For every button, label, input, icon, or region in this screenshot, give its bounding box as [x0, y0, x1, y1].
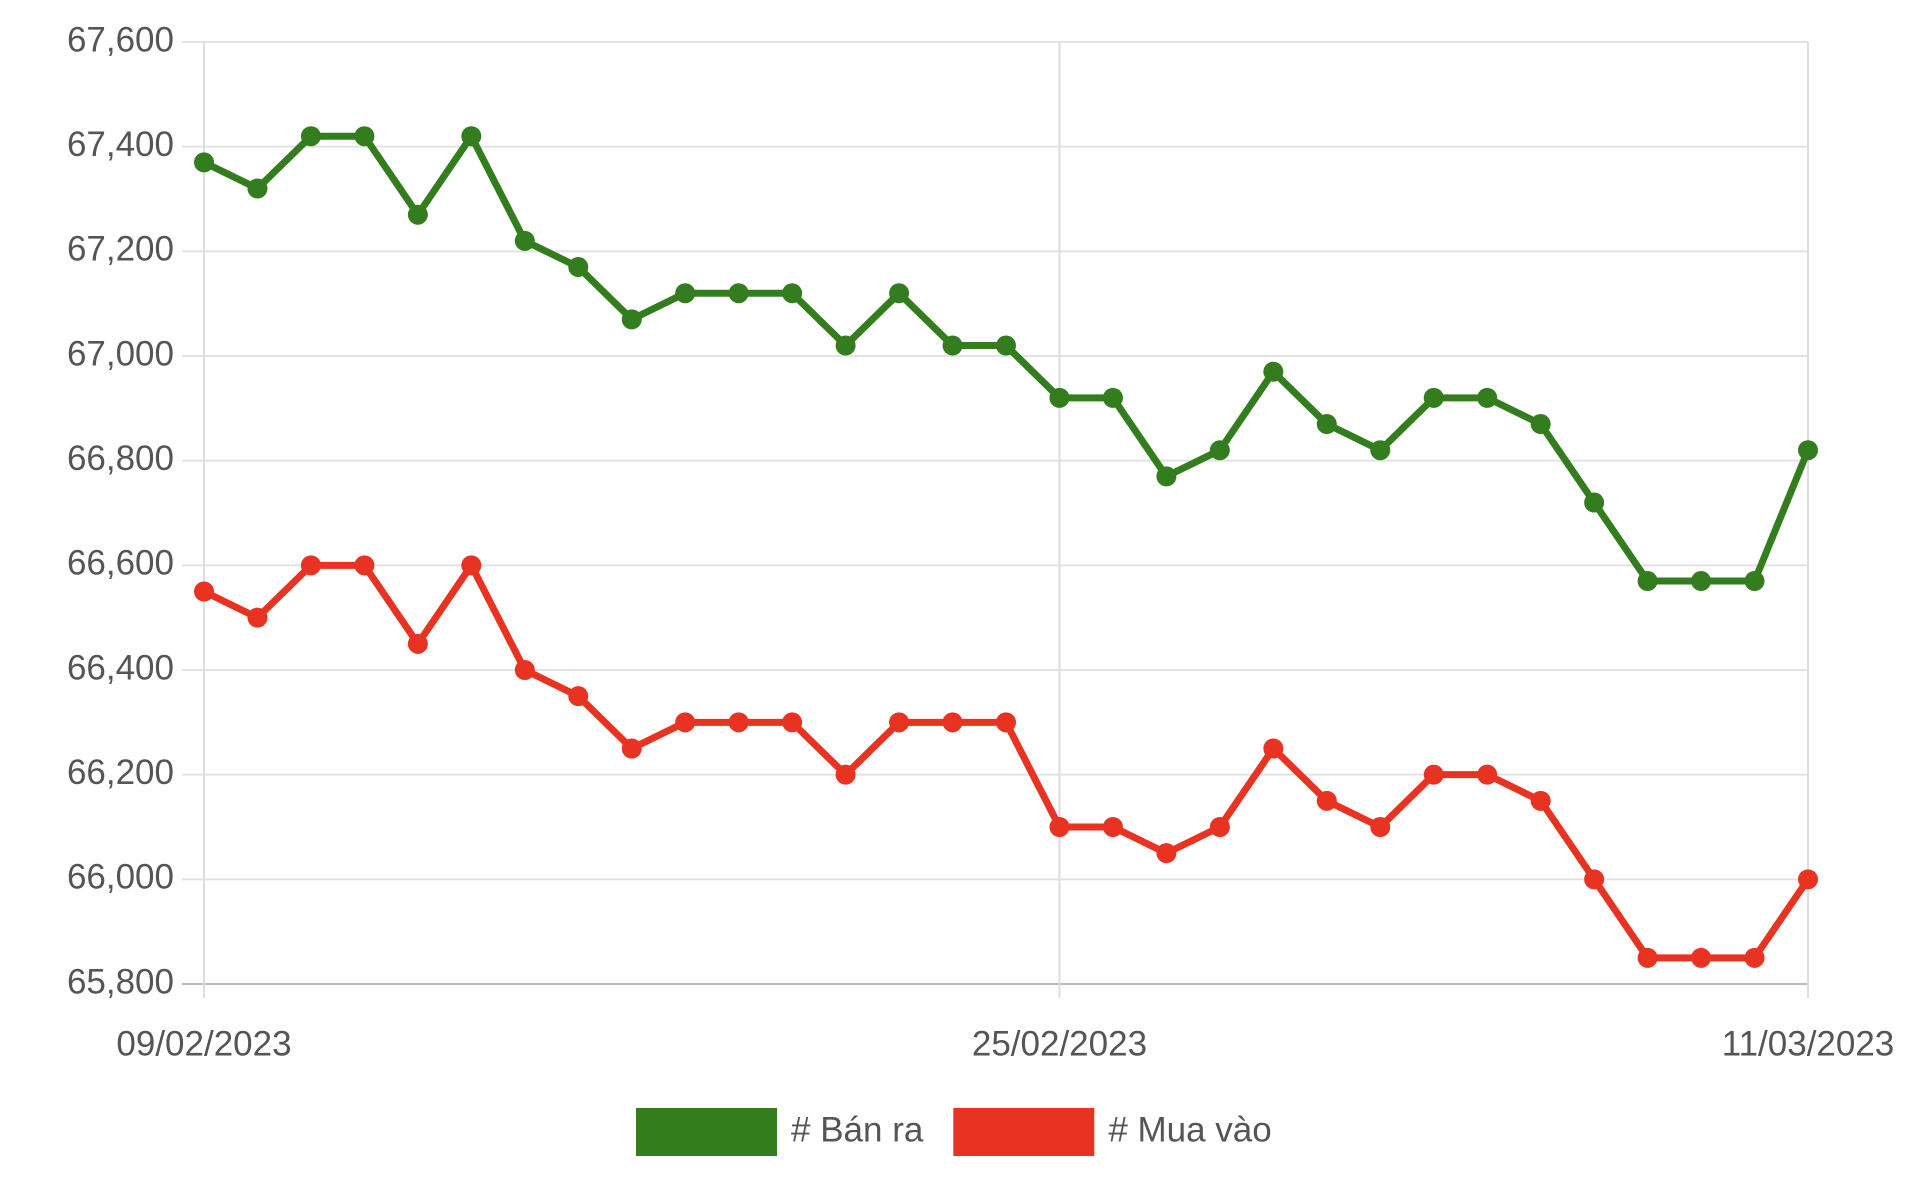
data-point: [461, 555, 482, 576]
data-point: [1263, 361, 1284, 382]
data-point: [1263, 738, 1284, 759]
data-point: [1049, 817, 1070, 837]
data-point: [194, 152, 214, 173]
data-point: [728, 283, 749, 304]
data-point: [889, 712, 910, 733]
data-point: [300, 555, 321, 576]
data-point: [782, 712, 803, 733]
y-tick-label: 67,000: [67, 334, 174, 373]
data-point: [728, 712, 749, 733]
data-point: [1209, 817, 1230, 837]
data-point: [407, 633, 428, 654]
data-point: [675, 283, 696, 304]
data-point: [354, 555, 375, 576]
data-point: [514, 230, 535, 251]
data-point: [1691, 947, 1712, 968]
data-point: [1530, 414, 1551, 435]
legend-label: # Mua vào: [1108, 1110, 1271, 1149]
data-point: [996, 335, 1016, 356]
data-point: [407, 204, 428, 225]
data-point: [942, 335, 963, 356]
series-line: [202, 132, 1812, 585]
data-point: [1477, 387, 1498, 408]
data-point: [1744, 571, 1765, 592]
data-point: [247, 178, 268, 199]
data-point: [1637, 571, 1658, 592]
data-point: [1370, 440, 1391, 461]
data-point: [835, 335, 856, 356]
data-point: [1744, 947, 1765, 968]
data-point: [247, 607, 268, 628]
x-tick-label: 25/02/2023: [972, 1024, 1147, 1063]
data-point: [514, 660, 535, 680]
y-tick-label: 66,200: [67, 753, 174, 792]
data-point: [1798, 869, 1818, 890]
data-point: [1370, 817, 1391, 837]
data-point: [354, 126, 375, 147]
data-point: [1102, 387, 1123, 408]
data-point: [1156, 843, 1177, 864]
data-point: [300, 126, 321, 147]
data-point: [1423, 387, 1444, 408]
data-point: [568, 686, 589, 707]
x-tick-label: 11/03/2023: [1722, 1024, 1895, 1063]
y-tick-label: 67,600: [67, 20, 174, 59]
legend-swatch: [953, 1108, 1095, 1156]
series-line: [202, 561, 1811, 962]
data-point: [1691, 571, 1712, 592]
data-point: [675, 712, 696, 733]
data-point: [782, 283, 803, 304]
data-point: [942, 712, 963, 733]
y-tick-label: 66,600: [67, 544, 174, 583]
data-point: [568, 257, 589, 278]
data-point: [889, 283, 910, 304]
data-point: [1102, 817, 1123, 837]
x-tick-label: 09/02/2023: [116, 1024, 291, 1063]
data-point: [1209, 440, 1230, 461]
y-tick-label: 66,400: [67, 648, 174, 687]
data-point: [621, 738, 642, 759]
y-tick-label: 67,400: [67, 125, 174, 164]
data-point: [1316, 790, 1337, 811]
legend-swatch: [636, 1108, 777, 1156]
data-point: [1584, 869, 1605, 890]
data-point: [1798, 440, 1818, 461]
data-point: [461, 126, 482, 147]
data-point: [1049, 387, 1070, 408]
data-point: [621, 309, 642, 330]
data-point: [1316, 414, 1337, 435]
y-tick-label: 66,800: [67, 439, 174, 478]
data-point: [1584, 492, 1605, 513]
data-point: [1477, 764, 1498, 785]
data-point: [1530, 790, 1551, 811]
y-tick-label: 67,200: [67, 230, 174, 269]
data-point: [1637, 947, 1658, 968]
data-point: [1423, 764, 1444, 785]
data-point: [194, 581, 214, 602]
y-tick-label: 66,000: [67, 858, 174, 897]
legend-label: # Bán ra: [791, 1110, 924, 1149]
data-point: [996, 712, 1016, 733]
data-point: [1156, 466, 1177, 487]
data-point: [835, 764, 856, 785]
y-tick-label: 65,800: [67, 962, 174, 1001]
